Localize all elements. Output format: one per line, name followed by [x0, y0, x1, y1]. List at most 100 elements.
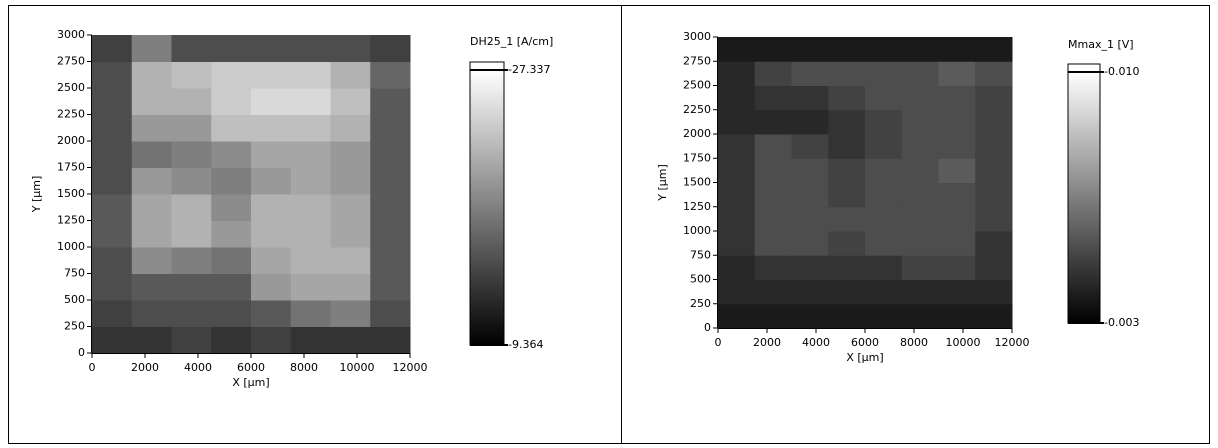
colorbar-tick-label: -0.010 — [1104, 65, 1139, 78]
y-tick-label: 3000 — [57, 28, 85, 41]
colorbar-tick-label: -0.003 — [1104, 316, 1139, 329]
heatmap-cell — [92, 35, 133, 62]
heatmap-cell — [828, 109, 866, 135]
y-tick-label: 2250 — [683, 103, 711, 116]
heatmap-cell — [92, 300, 133, 327]
heatmap-cell — [251, 35, 292, 62]
heatmap-cell — [828, 303, 866, 329]
heatmap-cell — [370, 167, 411, 195]
heatmap-cell — [370, 194, 411, 221]
x-axis-label: X [µm] — [232, 376, 269, 389]
heatmap-cell — [938, 231, 976, 256]
heatmap-cell — [901, 134, 939, 159]
heatmap-cell — [171, 35, 212, 62]
heatmap-cell — [865, 134, 903, 159]
x-tick-label: 10000 — [946, 336, 981, 349]
heatmap-cell — [92, 141, 133, 168]
y-tick-label: 1750 — [57, 161, 85, 174]
x-tick-label: 10000 — [340, 361, 375, 374]
heatmap-cell — [290, 300, 331, 327]
heatmap-cell — [901, 182, 939, 208]
y-tick-label: 500 — [690, 273, 711, 286]
heatmap-cell — [92, 194, 133, 221]
heatmap-cell — [290, 273, 331, 301]
heatmap-cell — [330, 326, 371, 354]
heatmap-cell — [131, 88, 172, 115]
heatmap-cell — [330, 61, 371, 89]
heatmap-cell — [131, 247, 172, 274]
colorbar-cap — [1067, 63, 1101, 73]
x-tick-label: 4000 — [184, 361, 212, 374]
y-tick-label: 2000 — [57, 134, 85, 147]
heatmap-cell — [865, 61, 903, 86]
heatmap-cell — [131, 300, 172, 327]
heatmap-cell — [370, 300, 411, 327]
heatmap-cell — [865, 158, 903, 183]
heatmap-cell — [901, 61, 939, 86]
heatmap-cell — [330, 35, 371, 62]
heatmap-cell — [865, 206, 903, 232]
heatmap-cell — [131, 61, 172, 89]
heatmap-cell — [828, 85, 866, 111]
heatmap-cell — [370, 61, 411, 89]
heatmap-cell — [938, 303, 976, 329]
heatmap-cell — [330, 194, 371, 221]
heatmap-cell — [865, 303, 903, 329]
heatmap-cell — [754, 158, 792, 183]
heatmap-cell — [754, 255, 792, 280]
colorbar-cap — [469, 61, 505, 71]
heatmap-cell — [975, 279, 1013, 305]
heatmap-cell — [211, 61, 252, 89]
colorbar-label: Mmax_1 [V] — [1068, 38, 1134, 51]
heatmap-cell — [754, 303, 792, 329]
heatmap-cell — [938, 109, 976, 135]
heatmap-cell — [791, 109, 829, 135]
heatmap-cell — [92, 247, 133, 274]
heatmap-cell — [828, 158, 866, 183]
heatmap-cell — [975, 303, 1013, 329]
heatmap-cell — [754, 182, 792, 208]
heatmap-cell — [251, 194, 292, 221]
y-tick-label: 0 — [78, 346, 85, 359]
heatmap-cell — [791, 182, 829, 208]
heatmap-cell — [330, 114, 371, 142]
y-tick-label: 1000 — [57, 240, 85, 253]
heatmap-cell — [718, 134, 756, 159]
heatmap-cell — [211, 300, 252, 327]
heatmap-cell — [754, 85, 792, 111]
y-tick-label: 1000 — [683, 224, 711, 237]
heatmap-cell — [251, 300, 292, 327]
heatmap-cell — [92, 273, 133, 301]
heatmap-cell — [975, 61, 1013, 86]
x-tick-label: 8000 — [290, 361, 318, 374]
heatmap-cell — [901, 255, 939, 280]
heatmap-cell — [251, 114, 292, 142]
x-tick-label: 0 — [89, 361, 96, 374]
y-axis-label: Y [µm] — [30, 176, 43, 214]
heatmap-cell — [791, 231, 829, 256]
heatmap-cell — [92, 61, 133, 89]
heatmap-cell — [865, 109, 903, 135]
y-tick-label: 2500 — [683, 79, 711, 92]
heatmap-cell — [330, 247, 371, 274]
heatmap-cell — [791, 85, 829, 111]
heatmap-cell — [290, 61, 331, 89]
heatmap-cell — [791, 134, 829, 159]
heatmap-cell — [938, 61, 976, 86]
heatmap-cell — [171, 88, 212, 115]
heatmap-cell — [290, 35, 331, 62]
heatmap-cell — [330, 141, 371, 168]
y-axis-label: Y [µm] — [656, 164, 669, 202]
heatmap-cell — [131, 326, 172, 354]
y-tick-label: 250 — [64, 320, 85, 333]
y-tick-label: 2000 — [683, 127, 711, 140]
heatmap-cell — [901, 85, 939, 111]
heatmap-cell — [828, 279, 866, 305]
heatmap-cell — [754, 109, 792, 135]
heatmap-cell — [791, 37, 829, 62]
heatmap-cell — [754, 61, 792, 86]
heatmap-cell — [211, 35, 252, 62]
heatmap-cell — [975, 158, 1013, 183]
x-tick-label: 0 — [715, 336, 722, 349]
heatmap-cell — [131, 35, 172, 62]
